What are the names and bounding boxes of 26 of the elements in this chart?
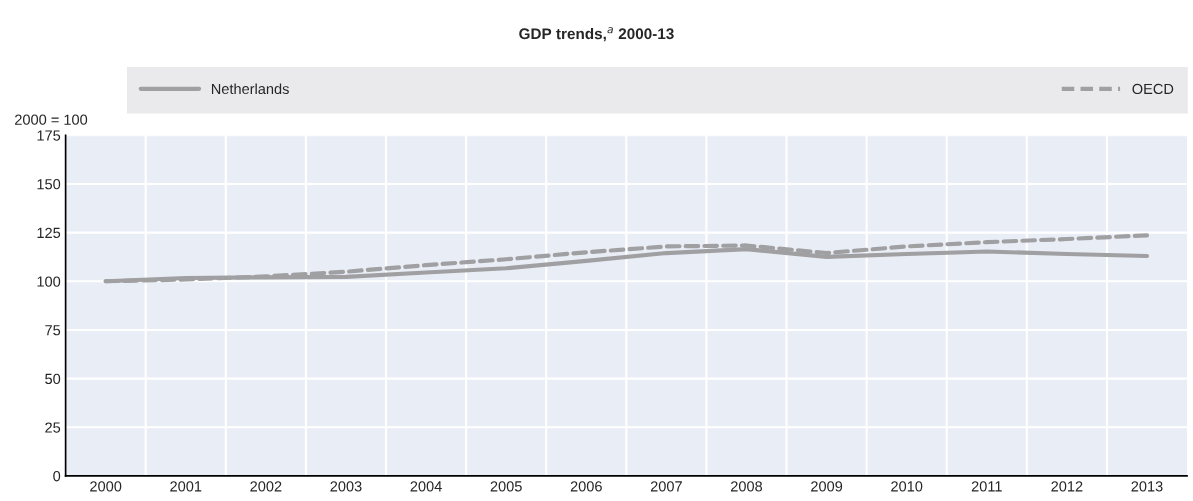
x-tick-label: 2007 (650, 481, 682, 492)
x-tick-label: 2006 (570, 481, 602, 492)
y-tick-label: 125 (37, 227, 61, 239)
x-tick-label: 2009 (811, 481, 843, 492)
y-tick-label: 75 (45, 325, 61, 336)
x-tick-label: 2011 (971, 481, 1002, 492)
legend-label: OECD (1132, 83, 1174, 95)
x-tick-label: 2008 (730, 481, 763, 492)
y-tick-label: 175 (37, 130, 61, 141)
legend-label: Netherlands (211, 83, 289, 95)
y-tick-label: 100 (37, 276, 61, 287)
x-tick-label: 2013 (1131, 481, 1163, 492)
x-tick-label: 2004 (410, 481, 442, 492)
x-tick-label: 2005 (490, 481, 522, 492)
x-tick-label: 2012 (1051, 481, 1083, 492)
chart-title: GDP trends,$^{a}$ 2000-13 (519, 27, 674, 42)
y-tick-label: 0 (53, 471, 61, 482)
y-tick-label: 25 (45, 422, 61, 433)
y-axis-title: 2000 = 100 (15, 114, 88, 125)
x-tick-label: 2010 (891, 481, 923, 492)
y-tick-label: 50 (45, 373, 61, 385)
x-tick-label: 2003 (330, 481, 362, 492)
x-tick-label: 2002 (250, 481, 282, 492)
x-tick-label: 2001 (170, 481, 202, 492)
y-tick-label: 150 (37, 179, 61, 190)
x-tick-label: 2000 (90, 481, 122, 492)
